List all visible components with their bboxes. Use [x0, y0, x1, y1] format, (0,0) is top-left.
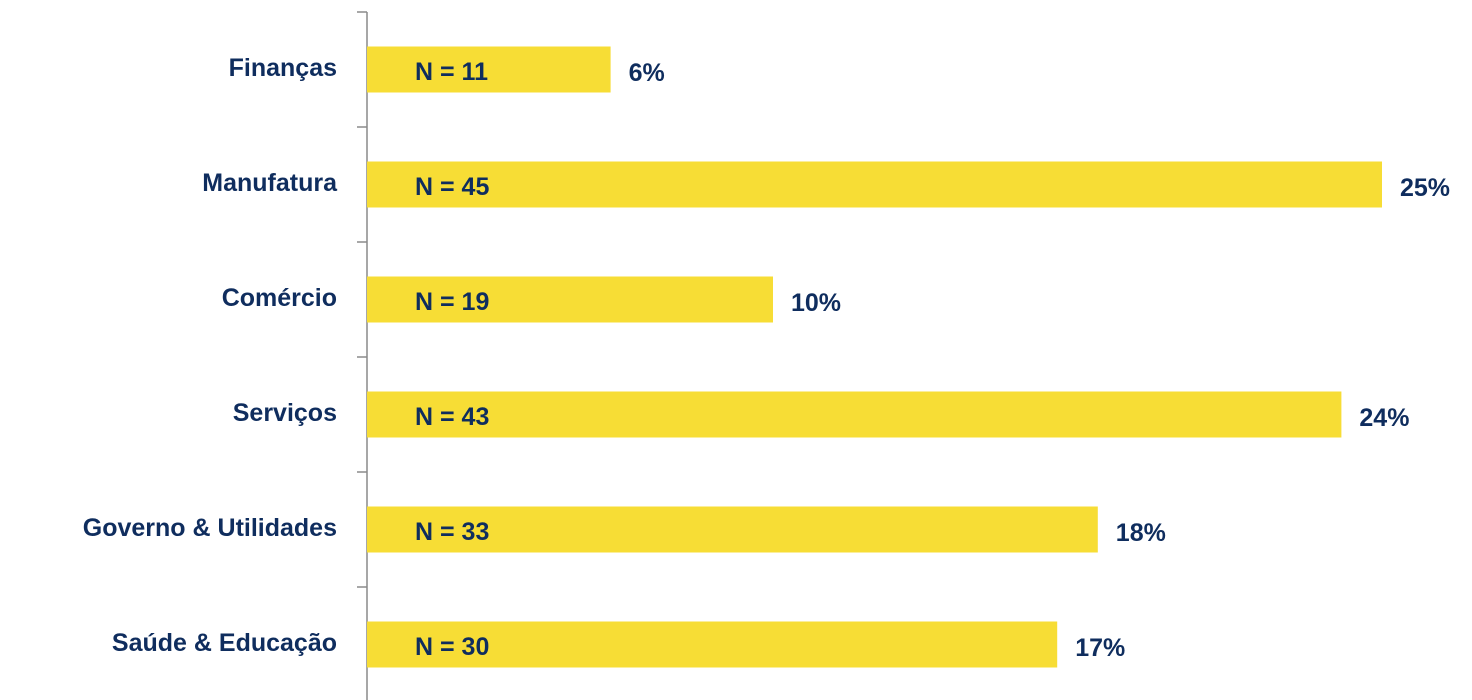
y-tick-label: Comércio	[222, 284, 337, 312]
annotation: N = 30	[415, 633, 489, 661]
bar	[367, 161, 1382, 208]
value-label: 6%	[629, 59, 665, 87]
y-tick-label: Serviços	[233, 399, 337, 427]
annotation: N = 11	[415, 58, 488, 86]
annotation: N = 33	[415, 518, 489, 546]
value-label: 17%	[1075, 634, 1125, 662]
y-tick-label: Governo & Utilidades	[83, 514, 337, 542]
y-tick-label: Finanças	[229, 54, 337, 82]
annotation: N = 19	[415, 288, 489, 316]
value-label: 18%	[1116, 519, 1166, 547]
value-label: 25%	[1400, 174, 1450, 202]
bar	[367, 506, 1098, 553]
bar	[367, 391, 1342, 438]
bar	[367, 276, 773, 323]
y-tick-label: Manufatura	[202, 169, 338, 197]
annotation: N = 45	[415, 173, 489, 201]
value-label: 10%	[791, 289, 841, 317]
annotation: N = 43	[415, 403, 489, 431]
bar	[367, 46, 611, 93]
value-label: 24%	[1359, 404, 1409, 432]
y-tick-label: Saúde & Educação	[112, 629, 337, 657]
bar	[367, 621, 1058, 668]
